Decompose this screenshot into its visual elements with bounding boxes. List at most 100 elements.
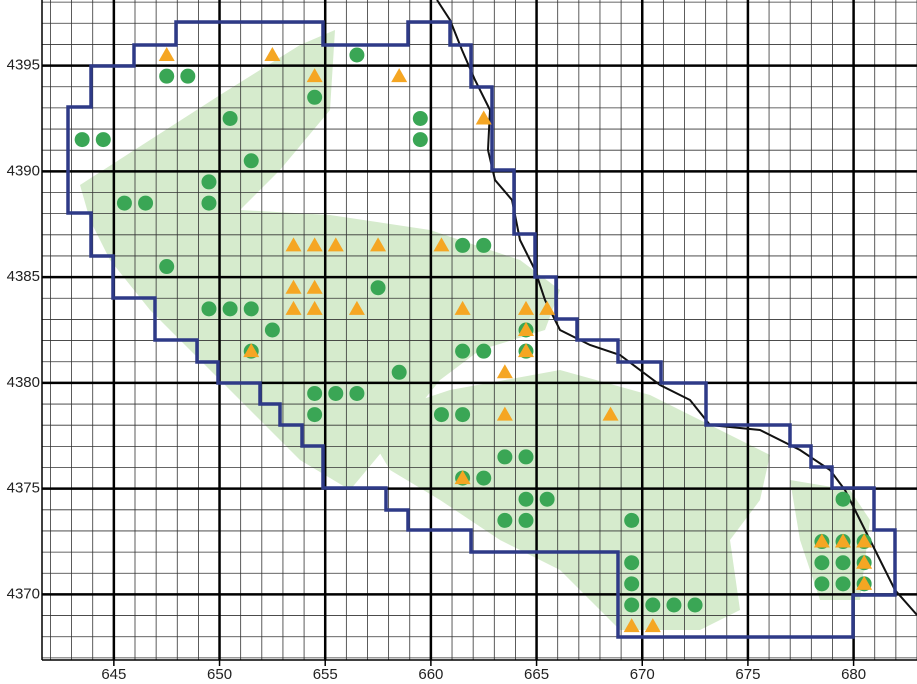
circle-marker <box>349 385 365 401</box>
triangle-marker <box>370 237 387 252</box>
circle-marker <box>95 132 111 148</box>
boundary <box>66 20 897 639</box>
circle-marker <box>497 449 513 465</box>
circle-marker <box>476 237 492 253</box>
circle-marker <box>243 153 259 169</box>
circle-marker <box>222 110 238 126</box>
x-tick-label: 675 <box>735 666 760 683</box>
circle-marker <box>412 110 428 126</box>
x-tick-label: 650 <box>207 666 232 683</box>
x-tick-label: 660 <box>418 666 443 683</box>
circle-marker <box>243 301 259 317</box>
circle-marker <box>201 301 217 317</box>
vegetation-area <box>80 30 560 490</box>
vegetation-area <box>360 370 770 630</box>
circle-marker <box>476 343 492 359</box>
x-tick-label: 665 <box>524 666 549 683</box>
y-tick-label: 4395 <box>7 57 40 74</box>
circle-marker <box>455 407 471 423</box>
x-tick-label: 645 <box>101 666 126 683</box>
circle-marker <box>307 385 323 401</box>
circle-marker <box>835 491 851 507</box>
circle-marker <box>74 132 90 148</box>
circle-marker <box>624 576 640 592</box>
circle-marker <box>687 597 703 613</box>
triangle-marker <box>813 533 830 548</box>
circle-marker <box>391 364 407 380</box>
markers <box>74 47 873 633</box>
triangle-marker <box>496 406 513 421</box>
circle-marker <box>264 322 280 338</box>
circle-marker <box>497 512 513 528</box>
circle-marker <box>370 280 386 296</box>
x-tick-label: 655 <box>313 666 338 683</box>
triangle-marker <box>285 300 302 315</box>
circle-marker <box>201 174 217 190</box>
circle-marker <box>180 68 196 84</box>
triangle-marker <box>454 470 471 485</box>
triangle-marker <box>623 618 640 633</box>
triangle-marker <box>517 343 534 358</box>
circle-marker <box>455 237 471 253</box>
triangle-marker <box>391 68 408 83</box>
triangle-marker <box>285 279 302 294</box>
circle-marker <box>349 47 365 63</box>
circle-marker <box>307 407 323 423</box>
circle-marker <box>222 301 238 317</box>
circle-marker <box>624 555 640 571</box>
circle-marker <box>412 132 428 148</box>
y-tick-label: 4385 <box>7 268 40 285</box>
circle-marker <box>201 195 217 211</box>
circle-marker <box>159 68 175 84</box>
triangle-marker <box>158 47 175 61</box>
triangle-marker <box>602 406 619 421</box>
y-tick-label: 4380 <box>7 374 40 391</box>
triangle-marker <box>644 618 661 633</box>
circle-marker <box>624 512 640 528</box>
triangle-marker <box>285 237 302 252</box>
circle-marker <box>138 195 154 211</box>
triangle-marker <box>264 47 281 61</box>
circle-marker <box>518 491 534 507</box>
circle-marker <box>307 89 323 105</box>
circle-marker <box>814 555 830 571</box>
triangle-marker <box>517 300 534 315</box>
circle-marker <box>518 449 534 465</box>
x-tick-label: 680 <box>841 666 866 683</box>
triangle-marker <box>306 68 323 83</box>
triangle-marker <box>433 237 450 252</box>
triangle-marker <box>856 554 873 569</box>
circle-marker <box>814 576 830 592</box>
circle-marker <box>476 470 492 486</box>
triangle-marker <box>306 300 323 315</box>
circle-marker <box>455 343 471 359</box>
triangle-marker <box>835 533 852 548</box>
triangle-marker <box>496 364 513 379</box>
circle-marker <box>159 259 175 275</box>
triangle-marker <box>517 322 534 336</box>
triangle-marker <box>454 300 471 315</box>
triangle-marker <box>243 343 260 358</box>
triangle-marker <box>539 300 556 315</box>
circle-marker <box>433 407 449 423</box>
y-tick-label: 4375 <box>7 480 40 497</box>
triangle-marker <box>856 575 873 590</box>
triangle-marker <box>856 533 873 548</box>
circle-marker <box>835 555 851 571</box>
y-tick-label: 4390 <box>7 162 40 179</box>
triangle-marker <box>327 237 344 252</box>
circle-marker <box>539 491 555 507</box>
triangle-marker <box>475 110 492 125</box>
x-tick-label: 670 <box>630 666 655 683</box>
circle-marker <box>624 597 640 613</box>
triangle-marker <box>306 237 323 252</box>
triangle-marker <box>306 279 323 294</box>
circle-marker <box>518 512 534 528</box>
circle-marker <box>645 597 661 613</box>
circle-marker <box>666 597 682 613</box>
circle-marker <box>116 195 132 211</box>
triangle-marker <box>348 300 365 315</box>
circle-marker <box>835 576 851 592</box>
